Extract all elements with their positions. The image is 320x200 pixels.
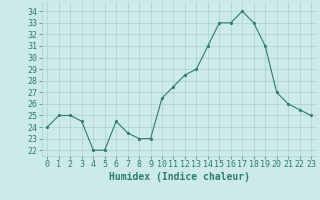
- X-axis label: Humidex (Indice chaleur): Humidex (Indice chaleur): [109, 172, 250, 182]
